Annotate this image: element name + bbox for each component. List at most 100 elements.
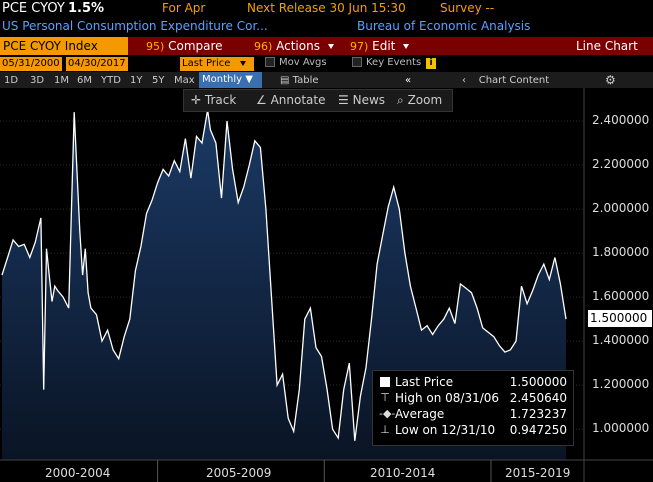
description-row: US Personal Consumption Expenditure Cor.… xyxy=(0,18,653,36)
average-marker-icon: -◆- xyxy=(379,407,396,420)
collapse-icon[interactable]: « xyxy=(405,75,412,86)
chart-legend: Last Price 1.500000 ⊤ High on 08/31/06 2… xyxy=(372,370,574,446)
x-tick-label: 2005-2009 xyxy=(206,466,272,480)
legend-last-price: Last Price 1.500000 xyxy=(377,375,567,390)
period-3d[interactable]: 3D xyxy=(30,75,45,86)
actions-number: 96) xyxy=(254,40,273,53)
crosshair-icon: ✛ xyxy=(191,93,202,107)
period-5y[interactable]: 5Y xyxy=(152,75,165,86)
security-description: US Personal Consumption Expenditure Cor.… xyxy=(2,19,268,33)
compare-button[interactable]: 95) Compare xyxy=(146,37,223,55)
edit-number: 97) xyxy=(350,40,369,53)
gear-icon[interactable]: ⚙ xyxy=(605,73,616,87)
chart-content-button[interactable]: ‹ Chart Content xyxy=(462,73,549,88)
chevron-down-icon xyxy=(240,61,246,66)
zoom-label: Zoom xyxy=(407,93,443,107)
annotate-button[interactable]: ∠ Annotate xyxy=(256,91,326,109)
chart-toolbar xyxy=(183,89,453,112)
ticker-price: 1.5% xyxy=(68,1,105,16)
frequency-selector[interactable]: Monthly ▼ xyxy=(199,72,262,88)
y-tick-label: 1.600000 xyxy=(592,289,650,304)
period-1m[interactable]: 1M xyxy=(54,75,69,86)
actions-menu[interactable]: 96) Actions xyxy=(254,37,334,55)
start-date-input[interactable]: 05/31/2000 xyxy=(0,57,62,71)
edit-label: Edit xyxy=(372,39,396,53)
zoom-button[interactable]: ⌕ Zoom xyxy=(397,91,442,109)
security-field[interactable]: PCE CYOY Index xyxy=(0,37,128,55)
compare-number: 95) xyxy=(146,40,165,53)
y-tick-label: 2.200000 xyxy=(592,157,650,172)
date-separator: - xyxy=(59,57,63,68)
ticker-symbol: PCE CYOY xyxy=(2,1,65,16)
legend-low: ⊥ Low on 12/31/10 0.947250 xyxy=(377,423,567,438)
y-tick-label: 1.400000 xyxy=(592,333,650,348)
chevron-left-icon: ‹ xyxy=(462,75,466,86)
mov-avgs-toggle[interactable]: Mov Avgs xyxy=(265,57,327,68)
legend-high: ⊤ High on 08/31/06 2.450640 xyxy=(377,391,567,406)
legend-value: 1.723237 xyxy=(509,407,567,421)
high-marker-icon: ⊤ xyxy=(380,391,390,404)
survey-label: Survey -- xyxy=(440,1,495,15)
key-events-label: Key Events xyxy=(366,57,422,68)
x-tick-label: 2010-2014 xyxy=(370,466,436,480)
track-button[interactable]: ✛ Track xyxy=(191,91,236,109)
frequency-label: Monthly xyxy=(202,74,243,85)
period-bar: 1D 3D 1M 6M YTD 1Y 5Y Max Monthly ▼ ▤ Ta… xyxy=(0,72,653,88)
chevron-down-icon xyxy=(403,44,410,49)
y-tick-label: 1.800000 xyxy=(592,245,650,260)
magnifier-icon: ⌕ xyxy=(397,93,404,107)
legend-value: 1.500000 xyxy=(509,375,567,389)
x-tick-label: 2000-2004 xyxy=(45,466,111,480)
news-button[interactable]: ☰ News xyxy=(338,91,385,109)
chart-content-label: Chart Content xyxy=(478,75,550,86)
actions-label: Actions xyxy=(276,39,320,53)
table-label: Table xyxy=(292,75,319,86)
y-tick-label: 2.400000 xyxy=(592,113,650,128)
legend-average: -◆- Average 1.723237 xyxy=(377,407,567,422)
chevron-down-icon xyxy=(327,44,334,49)
news-icon: ☰ xyxy=(338,93,349,107)
legend-label: High on 08/31/06 xyxy=(395,391,500,405)
field-selector[interactable]: Last Price xyxy=(180,57,254,71)
square-icon xyxy=(380,377,390,387)
legend-value: 2.450640 xyxy=(509,391,567,405)
ticker-header: PCE CYOY 1.5% For Apr Next Release 30 Ju… xyxy=(0,0,653,18)
period-max[interactable]: Max xyxy=(174,75,195,86)
axis-ticks xyxy=(157,460,492,482)
news-label: News xyxy=(352,93,386,107)
track-label: Track xyxy=(204,93,237,107)
period-ytd[interactable]: YTD xyxy=(101,75,121,86)
annotate-label: Annotate xyxy=(270,93,326,107)
period-label: For Apr xyxy=(162,1,206,15)
series-line xyxy=(1,109,567,441)
security-field-text: PCE CYOY Index xyxy=(3,39,98,53)
legend-label: Average xyxy=(395,407,445,421)
chart-type-title: Line Chart xyxy=(576,39,638,53)
legend-label: Low on 12/31/10 xyxy=(395,423,496,437)
period-1y[interactable]: 1Y xyxy=(130,75,143,86)
legend-value: 0.947250 xyxy=(509,423,567,437)
period-1d[interactable]: 1D xyxy=(4,75,19,86)
period-6m[interactable]: 6M xyxy=(77,75,92,86)
checkbox-icon xyxy=(265,57,275,67)
table-button[interactable]: ▤ Table xyxy=(280,73,319,88)
pencil-icon: ∠ xyxy=(256,93,267,107)
low-marker-icon: ⊥ xyxy=(380,423,390,436)
last-price-tag: 1.500000 xyxy=(588,310,652,328)
legend-label: Last Price xyxy=(395,375,454,389)
checkbox-icon xyxy=(352,57,362,67)
next-release-label: Next Release 30 Jun 15:30 xyxy=(247,1,406,15)
mov-avgs-label: Mov Avgs xyxy=(279,57,327,68)
field-selector-label: Last Price xyxy=(182,58,231,69)
key-events-toggle[interactable]: Key Events xyxy=(352,57,421,68)
table-icon: ▤ xyxy=(280,75,290,86)
menu-bar: PCE CYOY Index 95) Compare 96) Actions 9… xyxy=(0,37,653,55)
data-source: Bureau of Economic Analysis xyxy=(357,19,531,33)
y-tick-label: 1.000000 xyxy=(592,421,650,436)
info-icon[interactable]: i xyxy=(426,58,436,69)
x-tick-label: 2015-2019 xyxy=(505,466,571,480)
y-tick-label: 1.200000 xyxy=(592,377,650,392)
range-controls: 05/31/2000 - 04/30/2017 Last Price Mov A… xyxy=(0,56,653,72)
end-date-input[interactable]: 04/30/2017 xyxy=(66,57,128,71)
edit-menu[interactable]: 97) Edit xyxy=(350,37,410,55)
